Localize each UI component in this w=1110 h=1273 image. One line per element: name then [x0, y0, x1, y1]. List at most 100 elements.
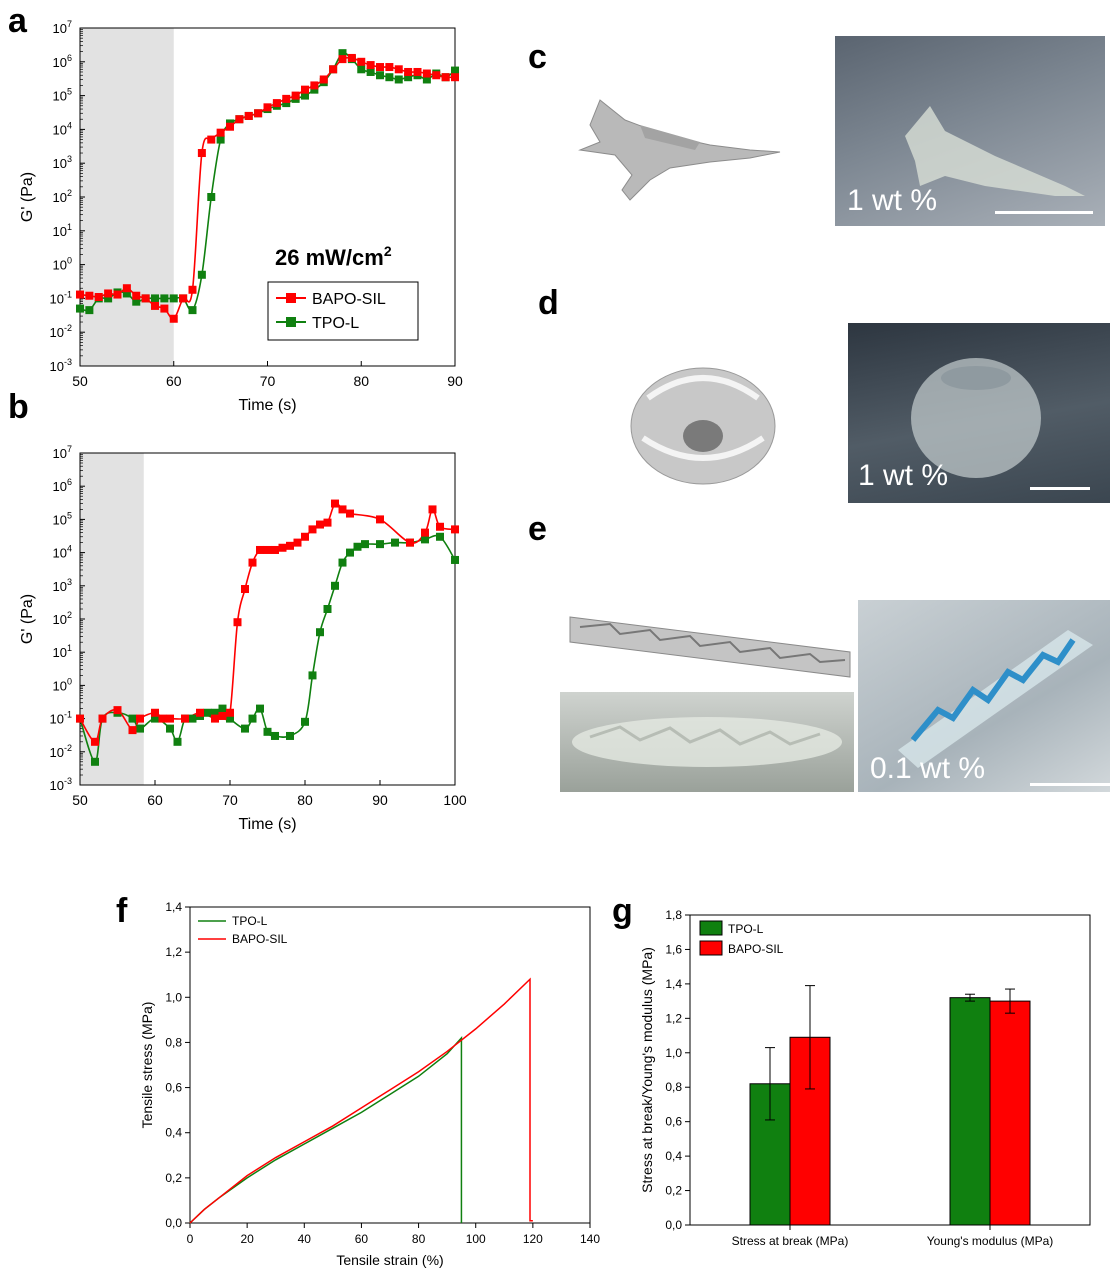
b-data-point-TPO-L [226, 714, 234, 723]
b-data-point-BAPO-SIL [406, 538, 414, 547]
g-y-tick-label: 1,6 [665, 942, 682, 956]
f-legend-label-TPO-L: TPO-L [232, 914, 268, 928]
a-y-tick-label: 10-3 [50, 357, 72, 374]
b-data-point-TPO-L [323, 605, 332, 614]
a-data-point-BAPO-SIL [235, 115, 244, 124]
f-x-tick-label: 20 [240, 1232, 254, 1246]
b-data-point-BAPO-SIL [241, 585, 249, 594]
a-data-point-TPO-L [151, 294, 159, 303]
channel-print-photo-top: 0.1 wt % [858, 600, 1110, 792]
b-data-point-TPO-L [316, 628, 324, 637]
f-series-line-BAPO-SIL [189, 977, 533, 1224]
f-y-tick-label: 0,2 [165, 1171, 182, 1185]
b-y-tick-label: 101 [53, 643, 72, 660]
a-y-tick-label: 10-2 [50, 323, 72, 340]
panel-label-f: f [116, 892, 128, 930]
a-data-point-BAPO-SIL [141, 294, 150, 303]
a-data-point-BAPO-SIL [104, 289, 113, 298]
b-y-tick-label: 105 [53, 510, 72, 527]
a-data-point-BAPO-SIL [76, 290, 84, 299]
b-x-tick-label: 50 [72, 792, 88, 808]
g-y-tick-label: 1,8 [665, 908, 682, 922]
b-data-point-BAPO-SIL [323, 518, 332, 527]
b-y-tick-exponent: 4 [67, 544, 72, 554]
b-data-point-TPO-L [166, 724, 174, 733]
b-data-point-BAPO-SIL [181, 714, 189, 723]
a-data-point-TPO-L [338, 49, 347, 58]
a-y-tick-label: 101 [53, 222, 72, 239]
a-data-point-BAPO-SIL [301, 85, 309, 94]
b-data-point-TPO-L [203, 708, 212, 717]
f-plot-frame [189, 906, 591, 1224]
a-x-axis-label: Time (s) [238, 397, 296, 414]
b-y-tick-exponent: 2 [67, 610, 72, 620]
b-y-tick-label: 10-2 [50, 743, 72, 760]
g-category-label: Young's modulus (MPa) [927, 1234, 1054, 1248]
a-y-tick-label: 105 [53, 87, 72, 104]
g-y-tick-label: 0,2 [665, 1184, 682, 1198]
a-x-tick-label: 50 [72, 373, 88, 389]
a-data-point-TPO-L [366, 67, 375, 76]
a-x-tick-label: 60 [166, 373, 182, 389]
f-y-tick-label: 0,4 [165, 1126, 182, 1140]
a-y-axis-label: G' (Pa) [19, 172, 36, 222]
a-y-tick-label: 106 [53, 53, 72, 70]
a-data-point-BAPO-SIL [94, 293, 103, 302]
b-y-tick-exponent: 1 [67, 643, 72, 653]
a-data-point-TPO-L [282, 99, 291, 108]
b-y-tick-exponent: -2 [64, 743, 72, 753]
g-y-tick-label: 1,4 [665, 977, 682, 991]
b-data-point-TPO-L [263, 727, 272, 736]
b-y-tick-exponent: -3 [64, 776, 72, 786]
a-data-point-BAPO-SIL [179, 294, 188, 303]
a-legend-box [267, 281, 419, 341]
a-y-tick-label: 107 [53, 19, 72, 36]
b-data-point-TPO-L [338, 558, 347, 567]
a-data-point-TPO-L [132, 297, 141, 306]
a-y-tick-exponent: 7 [67, 19, 72, 29]
a-data-point-TPO-L [122, 289, 131, 298]
a-legend-marker-TPO-L [286, 317, 296, 327]
b-data-point-TPO-L [91, 757, 99, 766]
a-data-point-BAPO-SIL [85, 291, 94, 300]
b-data-point-BAPO-SIL [376, 515, 384, 524]
f-x-tick-label: 100 [466, 1232, 486, 1246]
f-x-tick-label: 60 [355, 1232, 369, 1246]
a-data-point-BAPO-SIL [338, 55, 347, 64]
a-data-point-TPO-L [188, 306, 197, 315]
f-y-tick-label: 1,2 [165, 945, 182, 959]
a-data-point-BAPO-SIL [291, 91, 300, 100]
a-data-point-BAPO-SIL [216, 128, 225, 137]
b-data-point-TPO-L [451, 555, 459, 564]
b-data-point-BAPO-SIL [256, 545, 264, 554]
a-data-point-BAPO-SIL [310, 81, 319, 90]
g-y-tick-label: 1,2 [665, 1011, 682, 1025]
f-y-tick-label: 0,0 [165, 1216, 182, 1230]
a-power-annotation-sup: 2 [384, 243, 392, 259]
g-bar-TPO-L [949, 997, 991, 1226]
b-x-tick-label: 90 [372, 792, 388, 808]
b-data-point-TPO-L [151, 714, 159, 723]
a-y-tick-label: 10-1 [50, 289, 72, 306]
a-data-point-BAPO-SIL [329, 65, 338, 74]
b-y-tick-label: 103 [53, 577, 72, 594]
a-y-tick-exponent: 5 [67, 87, 72, 97]
a-data-point-BAPO-SIL [226, 122, 234, 131]
b-data-point-BAPO-SIL [128, 726, 137, 735]
a-data-point-BAPO-SIL [319, 75, 328, 84]
a-data-point-BAPO-SIL [404, 67, 413, 76]
b-data-point-BAPO-SIL [271, 545, 279, 554]
f-y-tick-label: 1,0 [165, 990, 182, 1004]
channel-print-photo-side [560, 692, 854, 792]
b-y-tick-label: 106 [53, 477, 72, 494]
b-data-point-TPO-L [286, 731, 294, 740]
a-data-point-BAPO-SIL [254, 109, 263, 118]
b-y-tick-label: 104 [53, 544, 72, 561]
a-data-point-BAPO-SIL [422, 69, 431, 78]
g-bar-BAPO-SIL [989, 1000, 1031, 1226]
b-data-point-BAPO-SIL [196, 708, 204, 717]
b-data-point-TPO-L [308, 671, 317, 680]
b-y-axis-label: G' (Pa) [19, 594, 36, 644]
b-y-tick-exponent: 3 [67, 577, 72, 587]
a-y-tick-label: 100 [53, 256, 72, 273]
